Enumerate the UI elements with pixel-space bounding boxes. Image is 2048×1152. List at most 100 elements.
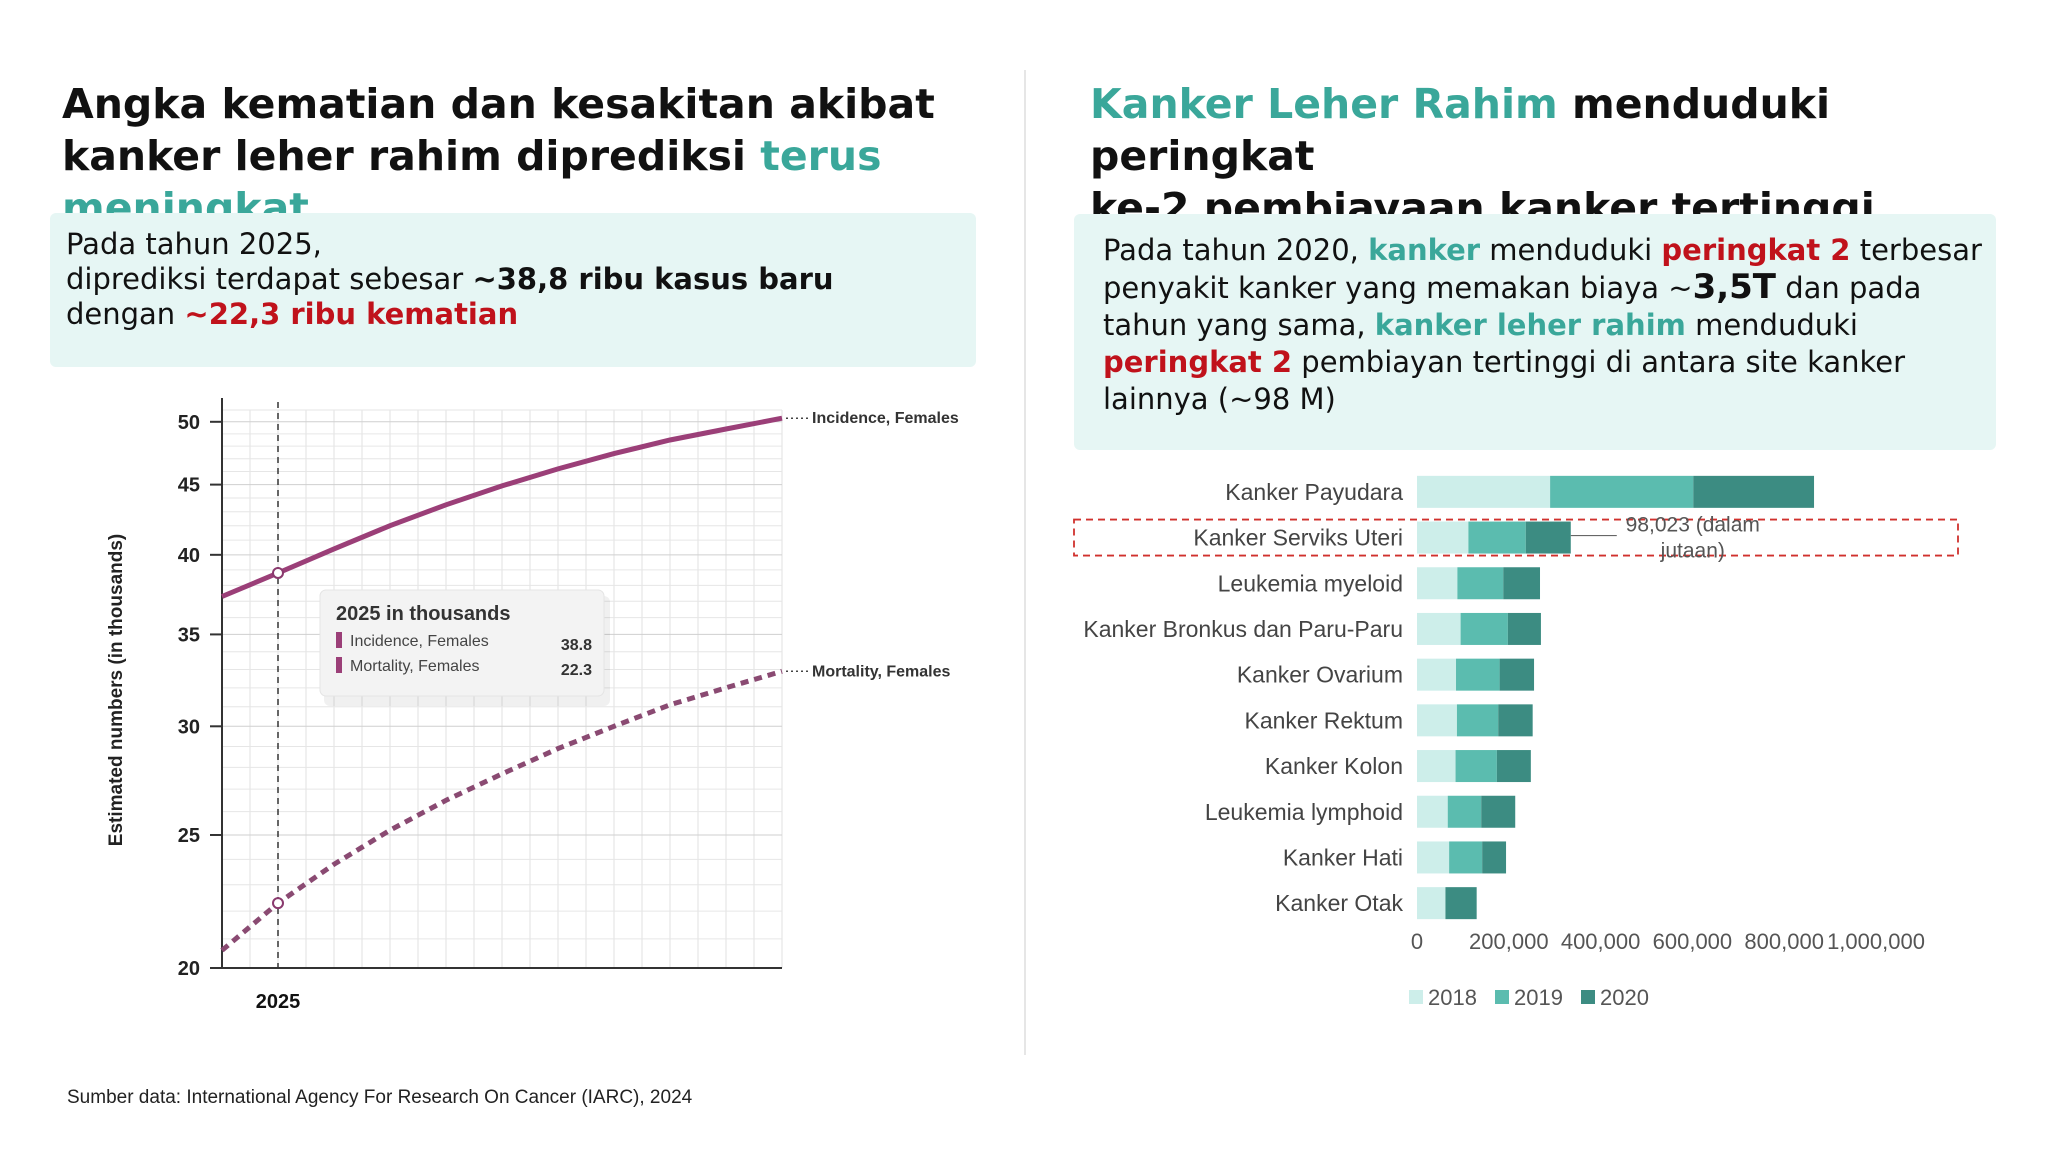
tooltip-swatch bbox=[336, 632, 342, 648]
legend-swatch bbox=[1581, 990, 1595, 1004]
right-box-line4: peringkat 2 pembiayan tertinggi di antar… bbox=[1103, 344, 1982, 381]
bar-segment-2018 bbox=[1417, 887, 1446, 920]
right-box-text: menduduki bbox=[1480, 233, 1662, 267]
tooltip-row-label: Mortality, Females bbox=[350, 658, 480, 675]
highlight-dashed-box bbox=[1073, 518, 1959, 557]
left-box-line2: diprediksi terdapat sebesar ~38,8 ribu k… bbox=[66, 262, 834, 297]
x-tick-label: 0 bbox=[1411, 929, 1423, 954]
right-box-highlight: kanker leher rahim bbox=[1374, 308, 1686, 342]
bar-segment-2019 bbox=[1456, 704, 1499, 737]
right-box-highlight: kanker bbox=[1368, 233, 1481, 267]
right-box-text: dan pada bbox=[1776, 271, 1922, 305]
right-box-text: Pada tahun 2020, bbox=[1103, 233, 1369, 267]
data-point-2025 bbox=[272, 566, 284, 579]
left-box-line3: dengan ~22,3 ribu kematian bbox=[66, 297, 834, 332]
legend-swatch bbox=[1409, 990, 1423, 1004]
left-box-deaths: ~22,3 ribu kematian bbox=[184, 297, 519, 331]
legend-label: 2018 bbox=[1428, 985, 1477, 1010]
category-label: Kanker Hati bbox=[1283, 844, 1403, 870]
bar-segment-2020 bbox=[1503, 567, 1541, 600]
bar-segment-2018 bbox=[1417, 795, 1448, 828]
x-tick-label: 1,000,000 bbox=[1827, 929, 1925, 954]
right-box-line3: tahun yang sama, kanker leher rahim mend… bbox=[1103, 307, 1982, 344]
incidence-line bbox=[221, 415, 783, 599]
bar-segment-2018 bbox=[1417, 750, 1456, 783]
legend-label: 2019 bbox=[1514, 985, 1563, 1010]
left-box-line2-text: diprediksi terdapat sebesar bbox=[66, 262, 473, 296]
x-tick-label: 2025 bbox=[256, 991, 301, 1013]
bar-segment-2020 bbox=[1525, 521, 1571, 554]
category-label: Kanker Kolon bbox=[1265, 753, 1403, 779]
bar-segment-2018 bbox=[1417, 521, 1469, 554]
source-note: Sumber data: International Agency For Re… bbox=[67, 1087, 693, 1108]
right-box-line5: lainnya (~98 M) bbox=[1103, 382, 1336, 416]
annotation-text: jutaan) bbox=[1660, 540, 1725, 563]
right-box-rank: peringkat 2 bbox=[1103, 345, 1293, 379]
series-end-label: Incidence, Females bbox=[812, 410, 959, 427]
tooltip-row-label: Incidence, Females bbox=[350, 633, 489, 650]
bar-segment-2019 bbox=[1455, 750, 1497, 783]
y-tick-label: 35 bbox=[178, 624, 200, 646]
category-label: Leukemia myeloid bbox=[1218, 570, 1403, 596]
tooltip-swatch bbox=[336, 657, 342, 673]
line-chart-series: Incidence, Females Mortality, Females bbox=[220, 410, 959, 953]
x-tick-label: 200,000 bbox=[1469, 929, 1549, 954]
category-label: Kanker Bronkus dan Paru-Paru bbox=[1083, 616, 1403, 642]
series-end-label: Mortality, Females bbox=[812, 663, 951, 680]
bar-segment-2019 bbox=[1447, 795, 1482, 828]
bar-chart-x-ticks: 0 200,000 400,000 600,000 800,000 1,000,000 bbox=[1411, 929, 1925, 954]
right-box-text: pembiayan tertinggi di antara site kanke… bbox=[1292, 345, 1906, 379]
y-tick-label: 50 bbox=[178, 412, 200, 434]
y-tick-label: 30 bbox=[178, 716, 200, 738]
bar-segment-2019 bbox=[1449, 841, 1483, 874]
y-tick-label: 25 bbox=[178, 825, 200, 847]
bar-segment-2019 bbox=[1460, 612, 1508, 645]
left-box-line1: Pada tahun 2025, bbox=[66, 227, 322, 261]
right-box-text: menduduki bbox=[1685, 308, 1858, 342]
right-box-text: tahun yang sama, bbox=[1103, 308, 1375, 342]
right-title-highlight: Kanker Leher Rahim bbox=[1090, 80, 1558, 128]
x-tick-label: 800,000 bbox=[1744, 929, 1824, 954]
line-chart-y-axis-label: Estimated numbers (in thousands) bbox=[106, 534, 127, 846]
annotation-text: 98,023 (dalam bbox=[1626, 514, 1760, 537]
right-title-line1-text: menduduki peringkat bbox=[1090, 80, 1831, 180]
tooltip-box bbox=[319, 589, 605, 697]
category-label: Kanker Serviks Uteri bbox=[1193, 525, 1403, 551]
bar-segment-2020 bbox=[1445, 887, 1477, 920]
category-label: Kanker Payudara bbox=[1225, 479, 1403, 505]
right-box-rank: peringkat 2 bbox=[1661, 233, 1851, 267]
bar-segment-2018 bbox=[1417, 658, 1457, 691]
left-title-line2: kanker leher rahim diprediksi terus meni… bbox=[62, 130, 1022, 234]
legend-swatch bbox=[1495, 990, 1509, 1004]
right-title: Kanker Leher Rahim menduduki peringkat k… bbox=[1090, 78, 2040, 234]
right-box-text: penyakit kanker yang memakan biaya ~ bbox=[1103, 271, 1693, 305]
tooltip-title: 2025 in thousands bbox=[336, 603, 511, 625]
left-title: Angka kematian dan kesakitan akibat kank… bbox=[62, 78, 1022, 234]
bar-segment-2019 bbox=[1456, 658, 1500, 691]
right-box-line1: Pada tahun 2020, kanker menduduki pering… bbox=[1103, 232, 1982, 269]
category-label: Leukemia lymphoid bbox=[1205, 799, 1403, 825]
bar-segment-2018 bbox=[1417, 612, 1461, 645]
left-title-line2-text: kanker leher rahim diprediksi bbox=[62, 132, 761, 180]
bar-chart-legend: 2018 2019 2020 bbox=[1409, 985, 1649, 1010]
bar-segment-2019 bbox=[1550, 475, 1694, 508]
right-box-text: terbesar bbox=[1850, 233, 1982, 267]
mortality-line bbox=[220, 668, 783, 953]
category-label: Kanker Ovarium bbox=[1237, 662, 1403, 688]
category-label: Kanker Rektum bbox=[1244, 707, 1403, 733]
bar-segment-2018 bbox=[1417, 475, 1551, 508]
tooltip-row-value: 38.8 bbox=[561, 637, 592, 654]
bar-segment-2020 bbox=[1482, 841, 1507, 874]
bar-segment-2018 bbox=[1417, 704, 1457, 737]
right-info-box: Pada tahun 2020, kanker menduduki pering… bbox=[1074, 214, 1996, 450]
bar-chart: Kanker Payudara Kanker Serviks Uteri Leuke… bbox=[1073, 475, 1959, 1010]
bar-segment-2020 bbox=[1481, 795, 1516, 828]
bar-segment-2020 bbox=[1693, 475, 1815, 508]
bar-segment-2020 bbox=[1496, 750, 1531, 783]
right-title-line1: Kanker Leher Rahim menduduki peringkat bbox=[1090, 78, 2040, 182]
x-tick-label: 600,000 bbox=[1653, 929, 1733, 954]
left-info-box: Pada tahun 2025, diprediksi terdapat seb… bbox=[50, 213, 976, 367]
tooltip-row-value: 22.3 bbox=[561, 662, 592, 679]
